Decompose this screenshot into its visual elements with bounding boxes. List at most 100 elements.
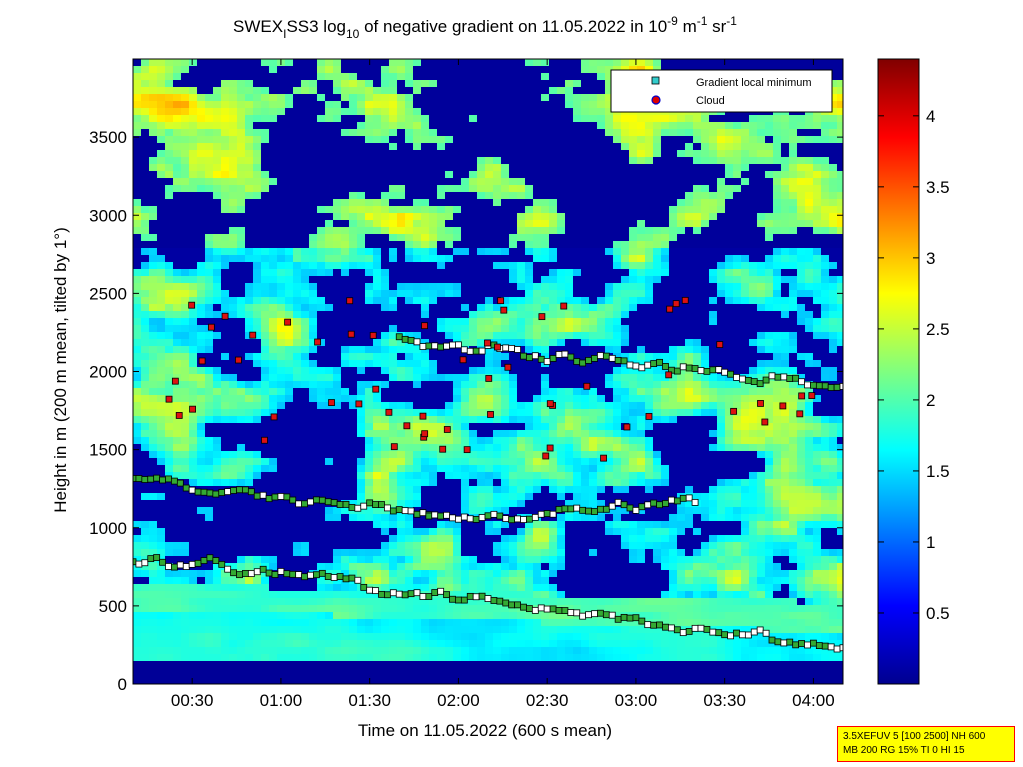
gradient-minimum-marker: [644, 621, 652, 629]
gradient-minimum-marker: [171, 563, 178, 571]
gradient-minimum-marker: [750, 378, 758, 386]
gradient-minimum-marker: [786, 638, 794, 646]
gradient-minimum-marker: [626, 361, 634, 369]
gradient-minimum-marker: [526, 354, 533, 362]
gradient-minimum-marker: [561, 607, 569, 614]
gradient-minimum-marker: [833, 383, 841, 391]
gradient-minimum-marker: [313, 496, 320, 504]
gradient-minimum-marker: [271, 571, 279, 578]
x-axis-label: Time on 11.05.2022 (600 s mean): [358, 721, 612, 740]
gradient-minimum-marker: [620, 613, 628, 621]
gradient-minimum-marker: [620, 501, 628, 509]
cloud-marker: [347, 330, 355, 338]
gradient-minimum-marker: [230, 487, 237, 494]
gradient-minimum-marker: [555, 351, 563, 358]
gradient-minimum-marker: [744, 376, 752, 384]
gradient-minimum-marker: [815, 642, 823, 649]
gradient-minimum-marker: [721, 631, 729, 639]
gradient-minimum-marker: [259, 491, 267, 499]
cloud-marker: [270, 413, 278, 421]
gradient-minimum-marker: [739, 631, 746, 639]
gradient-minimum-marker: [389, 507, 397, 515]
gradient-minimum-marker: [810, 639, 817, 647]
x-tick-label: 00:30: [171, 691, 214, 710]
gradient-minimum-marker: [567, 505, 575, 513]
gradient-minimum-marker: [472, 347, 480, 355]
gradient-minimum-marker: [526, 515, 533, 523]
gradient-minimum-marker: [401, 591, 409, 599]
gradient-minimum-marker: [431, 511, 439, 519]
gradient-minimum-marker: [407, 590, 415, 598]
legend-label-gradient-minimum: Gradient local minimum: [696, 77, 812, 89]
gradient-minimum-marker: [792, 641, 800, 649]
gradient-minimum-marker: [585, 507, 592, 515]
gradient-minimum-marker: [384, 504, 391, 512]
gradient-minimum-marker: [413, 510, 421, 518]
gradient-minimum-marker: [283, 570, 291, 578]
y-tick-label: 1500: [89, 441, 127, 460]
gradient-minimum-marker: [212, 557, 220, 564]
gradient-minimum-marker: [472, 593, 480, 601]
gradient-minimum-marker: [638, 364, 646, 372]
gradient-minimum-marker: [650, 499, 658, 507]
gradient-minimum-marker: [632, 507, 640, 514]
gradient-minimum-marker: [159, 558, 166, 566]
cloud-marker: [419, 412, 427, 420]
gradient-minimum-marker: [336, 501, 344, 508]
gradient-minimum-marker: [455, 515, 462, 523]
colorbar-tick-label: 3.5: [926, 178, 950, 197]
gradient-minimum-marker: [360, 583, 368, 591]
gradient-minimum-marker: [242, 570, 249, 577]
gradient-minimum-marker: [679, 629, 687, 637]
y-tick-label: 1000: [89, 519, 127, 538]
cloud-marker: [500, 306, 508, 314]
gradient-minimum-marker: [632, 614, 640, 622]
gradient-minimum-marker: [673, 367, 681, 375]
gradient-minimum-marker: [283, 493, 291, 501]
gradient-minimum-marker: [182, 484, 190, 492]
gradient-minimum-marker: [502, 599, 510, 607]
gradient-minimum-marker: [295, 500, 303, 508]
gradient-minimum-marker: [230, 569, 237, 577]
gradient-minimum-marker: [277, 493, 285, 500]
gradient-minimum-marker: [496, 597, 504, 605]
x-tick-label: 01:30: [348, 691, 391, 710]
gradient-minimum-marker: [348, 574, 356, 582]
gradient-minimum-marker: [662, 623, 669, 631]
gradient-minimum-marker: [425, 512, 433, 520]
cloud-marker: [600, 454, 607, 462]
cloud-marker: [808, 392, 816, 400]
gradient-minimum-marker: [200, 557, 208, 564]
gradient-minimum-marker: [804, 381, 811, 389]
gradient-minimum-marker: [188, 560, 196, 568]
gradient-minimum-marker: [307, 498, 314, 506]
gradient-minimum-marker: [437, 512, 445, 520]
cloud-marker: [538, 313, 546, 321]
gradient-minimum-marker: [419, 343, 427, 350]
gradient-minimum-marker: [762, 376, 770, 384]
gradient-minimum-marker: [372, 587, 379, 595]
cloud-marker: [421, 322, 428, 330]
gradient-minimum-marker: [455, 596, 462, 604]
cloud-marker: [485, 375, 493, 382]
gradient-minimum-marker: [289, 496, 297, 504]
gradient-minimum-marker: [798, 640, 805, 647]
gradient-minimum-marker: [715, 366, 723, 374]
gradient-minimum-marker: [520, 603, 527, 611]
gradient-minimum-marker: [466, 347, 474, 355]
marker-layer: [133, 296, 843, 653]
cloud-marker: [546, 400, 554, 408]
cloud-marker: [757, 400, 764, 407]
gradient-minimum-marker: [449, 595, 456, 603]
gradient-minimum-marker: [271, 493, 279, 501]
gradient-minimum-marker: [520, 516, 527, 523]
gradient-minimum-marker: [798, 378, 805, 386]
colorbar-tick-label: 1.5: [926, 462, 950, 481]
gradient-minimum-marker: [425, 342, 433, 350]
gradient-minimum-marker: [431, 342, 439, 350]
gradient-minimum-marker: [212, 490, 220, 498]
gradient-minimum-marker: [632, 362, 640, 370]
gradient-minimum-marker: [597, 609, 604, 617]
gradient-minimum-marker: [815, 382, 823, 390]
